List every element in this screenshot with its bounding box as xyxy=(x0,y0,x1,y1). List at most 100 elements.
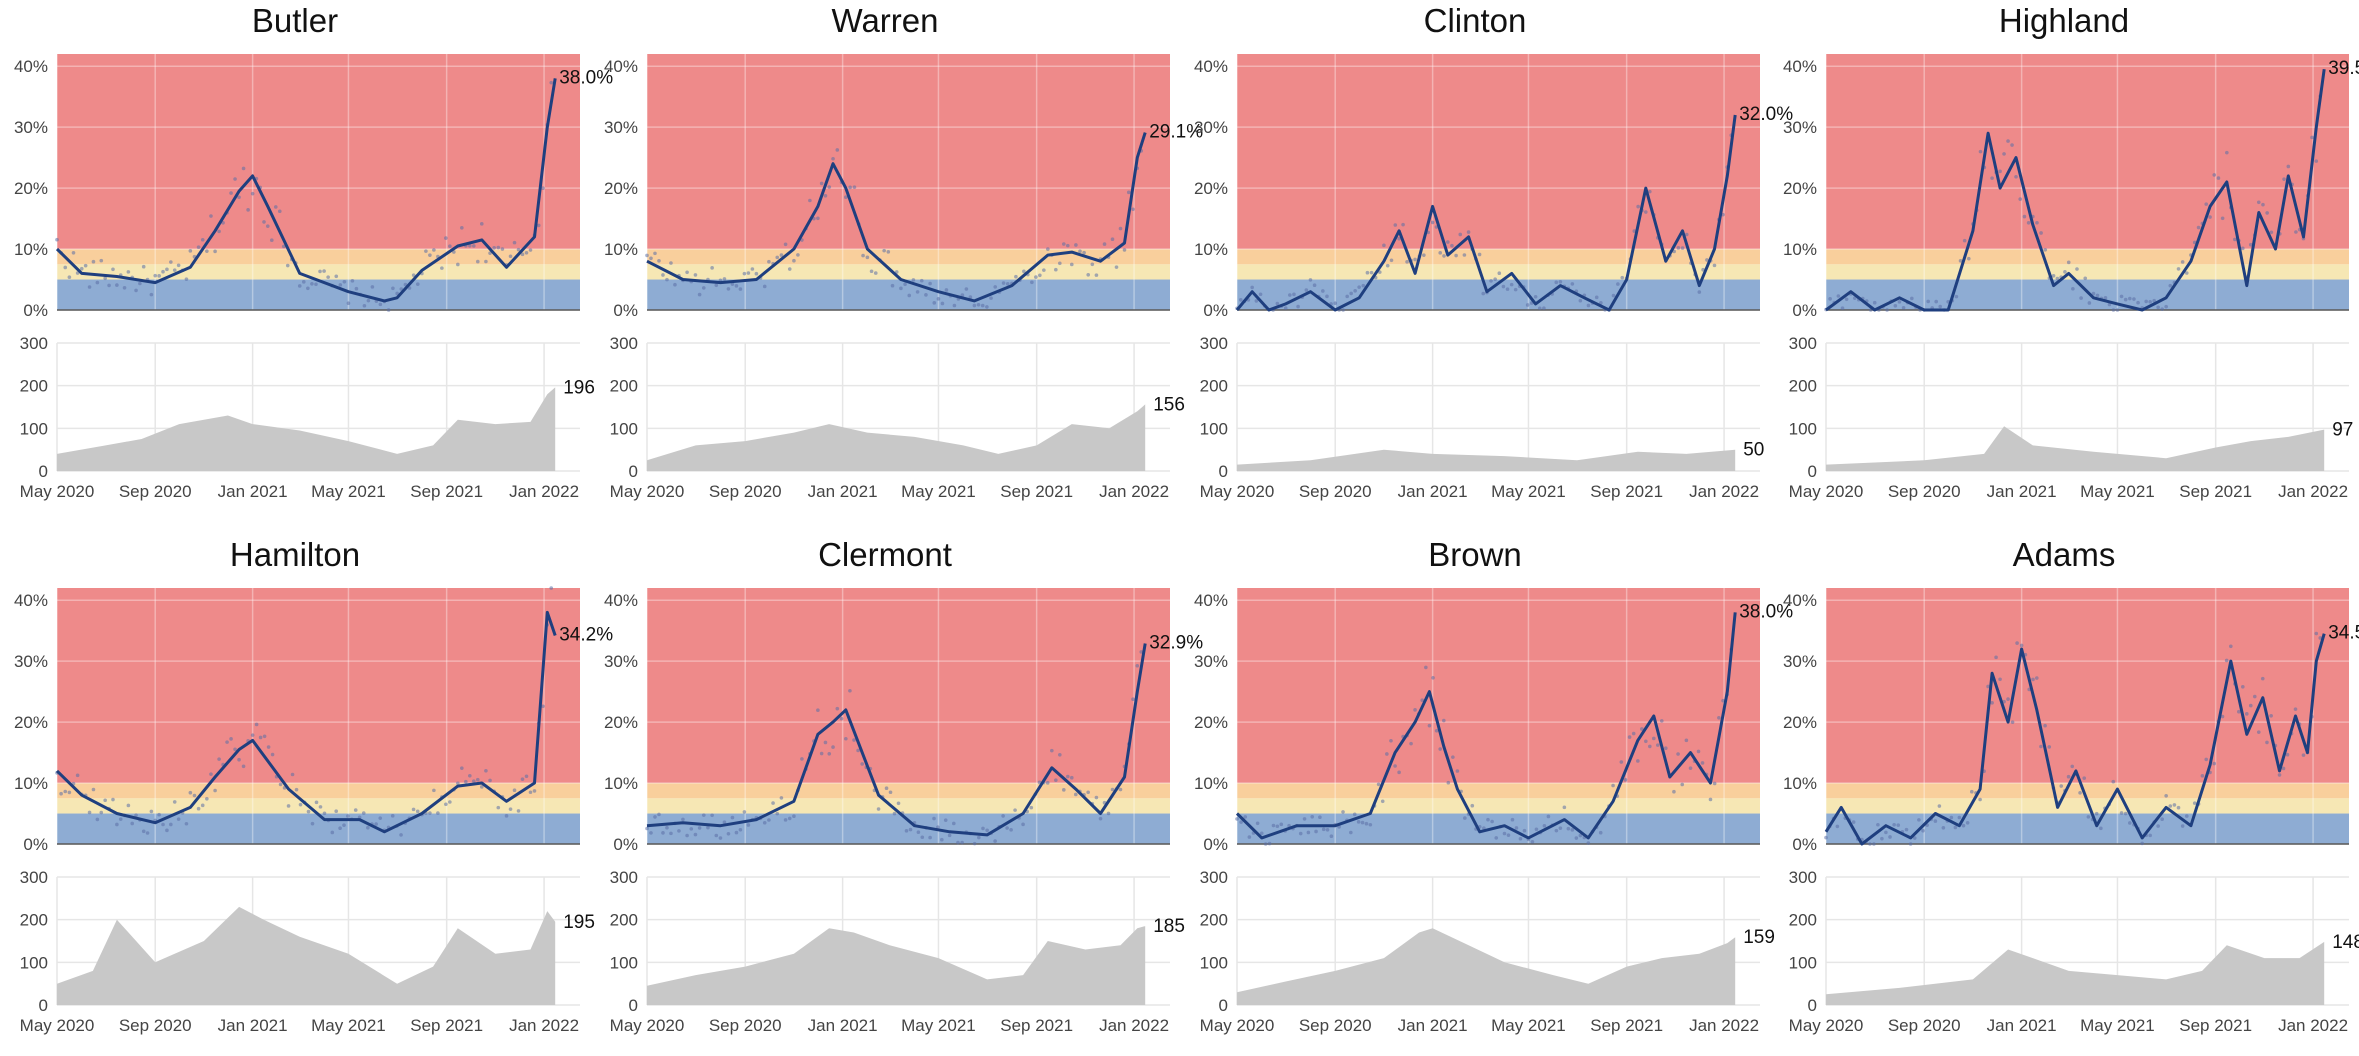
daily-point xyxy=(126,803,131,808)
daily-point xyxy=(677,829,681,833)
daily-point xyxy=(512,788,517,793)
daily-point xyxy=(1275,824,1280,829)
daily-point xyxy=(415,282,420,286)
daily-point xyxy=(378,302,383,307)
daily-point xyxy=(2164,304,2168,309)
daily-point xyxy=(1490,819,1494,824)
daily-point xyxy=(2216,176,2221,180)
daily-point xyxy=(746,823,751,827)
daily-points xyxy=(1235,647,1734,846)
daily-point xyxy=(2018,197,2023,201)
daily-point xyxy=(241,764,246,769)
daily-point xyxy=(1250,285,1254,290)
y-tick-label: 10% xyxy=(1783,774,1817,793)
risk-band xyxy=(57,279,580,310)
daily-point xyxy=(415,809,420,814)
daily-point xyxy=(710,266,714,270)
y-tick-label: 200 xyxy=(1789,377,1817,396)
daily-point xyxy=(1118,226,1123,231)
daily-point xyxy=(968,295,973,299)
daily-point xyxy=(1376,782,1381,787)
daily-point xyxy=(661,273,665,277)
daily-point xyxy=(2128,296,2132,301)
daily-point xyxy=(734,284,739,288)
daily-point xyxy=(1078,249,1082,254)
daily-point xyxy=(1413,257,1417,262)
y-tick-label: 200 xyxy=(20,377,48,396)
daily-point xyxy=(1558,826,1563,830)
daily-point xyxy=(2010,720,2015,724)
panel-title: Hamilton xyxy=(229,536,361,573)
daily-point xyxy=(196,245,201,250)
daily-point xyxy=(1349,830,1353,835)
daily-point xyxy=(1578,298,1583,303)
daily-point xyxy=(1058,261,1062,266)
y-tick-label: 0 xyxy=(629,996,638,1015)
daily-point xyxy=(750,267,755,271)
daily-point xyxy=(701,286,706,290)
daily-point xyxy=(2269,714,2273,718)
daily-point xyxy=(685,833,689,838)
daily-point xyxy=(1586,841,1591,845)
daily-point xyxy=(1934,299,1938,304)
daily-point xyxy=(2039,231,2043,235)
daily-point xyxy=(250,191,255,196)
daily-point xyxy=(1994,655,1998,660)
y-tick-label: 100 xyxy=(20,419,48,438)
daily-point xyxy=(524,774,529,779)
daily-point xyxy=(2051,274,2056,278)
daily-point xyxy=(1680,782,1685,787)
x-tick-label: Jan 2022 xyxy=(1689,482,1759,501)
daily-point xyxy=(1566,826,1571,831)
daily-point xyxy=(141,264,146,269)
y-tick-label: 200 xyxy=(1200,911,1228,930)
daily-point xyxy=(361,811,366,815)
x-tick-label: May 2020 xyxy=(20,482,95,501)
daily-point xyxy=(496,245,501,250)
daily-point xyxy=(468,243,472,248)
daily-point xyxy=(1717,715,1721,720)
risk-band xyxy=(647,264,1170,280)
daily-point xyxy=(960,840,964,845)
daily-point xyxy=(374,822,378,826)
daily-point xyxy=(314,282,318,287)
daily-point xyxy=(1851,820,1856,824)
daily-point xyxy=(993,285,998,289)
x-tick-label: Jan 2022 xyxy=(1099,1016,1169,1035)
y-tick-label: 30% xyxy=(14,652,48,671)
positivity-line xyxy=(1235,612,1737,840)
daily-point xyxy=(1570,828,1575,832)
daily-point xyxy=(718,836,723,840)
daily-point xyxy=(882,248,886,253)
daily-point xyxy=(762,820,767,825)
daily-point xyxy=(827,751,832,756)
daily-point xyxy=(1648,189,1652,194)
daily-point xyxy=(258,735,263,740)
x-tick-label: Jan 2022 xyxy=(2278,1016,2348,1035)
end-count-label: 196 xyxy=(563,377,595,398)
daily-point xyxy=(1438,747,1443,751)
daily-point xyxy=(1258,292,1263,297)
y-tick-label: 30% xyxy=(1783,118,1817,137)
daily-point xyxy=(2224,658,2229,663)
daily-points xyxy=(55,80,554,312)
daily-point xyxy=(266,745,271,749)
daily-point xyxy=(395,291,399,296)
daily-point xyxy=(145,831,150,835)
daily-point xyxy=(399,833,403,837)
daily-point xyxy=(432,788,436,793)
y-tick-label: 100 xyxy=(1789,953,1817,972)
daily-point xyxy=(1413,708,1417,712)
daily-point xyxy=(665,277,669,282)
risk-band xyxy=(57,588,580,784)
daily-point xyxy=(1086,790,1090,795)
daily-point xyxy=(1239,820,1243,824)
daily-point xyxy=(165,267,169,272)
daily-point xyxy=(281,244,286,249)
daily-point xyxy=(314,800,319,805)
y-tick-label: 100 xyxy=(1200,953,1228,972)
risk-band xyxy=(1826,249,2349,265)
daily-point xyxy=(2233,237,2237,242)
daily-point xyxy=(432,248,436,252)
y-tick-label: 40% xyxy=(604,591,638,610)
